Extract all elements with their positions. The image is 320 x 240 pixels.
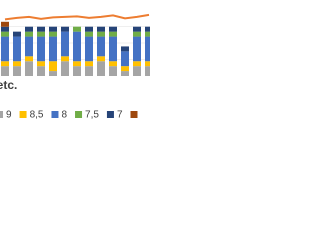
bar-segment [73,61,81,67]
bar-segment [133,36,141,62]
bar-segment [37,31,45,37]
bar-segment [1,61,9,67]
bar-segment [25,61,33,76]
legend-swatch [130,111,138,118]
bar-segment [121,46,129,52]
bar-segment [109,36,117,62]
bar-segment [49,26,57,32]
legend-swatch [19,111,27,118]
legend-label: 8,5 [30,110,44,121]
bar-segment [85,36,93,62]
bar-segment [25,31,33,37]
bar-segment [37,66,45,76]
bar-segment [109,31,117,37]
bar-segment [37,26,45,32]
bar-segment [121,51,129,67]
chart: F etc. 9 8,5 8 7,5 7 [0,13,150,121]
bar-segment [25,56,33,62]
bar-segment [85,61,93,67]
bar-segment [133,26,141,32]
bar-segment [1,31,9,37]
chart-title: F etc. [0,78,17,92]
bar-segment [73,66,81,76]
bar-segment [25,26,33,32]
legend-swatch [0,111,3,118]
legend-swatch [75,111,83,118]
bar-segment [133,31,141,37]
bar-segment [37,61,45,67]
bar-segment [13,66,21,76]
bar-segment [97,56,105,62]
bar-segment [61,61,69,76]
legend-swatch [51,111,59,118]
bar-segment [37,36,45,62]
legend-swatch [106,111,114,118]
bar-segment [97,31,105,37]
bar-segment [145,36,150,62]
bar-segment [1,26,9,32]
bar-segment [145,61,150,67]
bar-segment [73,26,81,32]
bar-segment [133,61,141,67]
bar-segment [97,61,105,76]
bar-segment [1,36,9,62]
bar-segment [13,61,21,67]
bar-segment [85,26,93,32]
line-series [4,13,150,21]
bar-segment [85,66,93,76]
bar-segment [1,21,9,27]
bar-segment [109,26,117,32]
bar-segment [145,26,150,32]
bar-segment [13,31,21,37]
bar-segment [61,26,69,32]
bar-segment [121,66,129,72]
legend-label: 9 [6,110,12,121]
bar-segment [109,66,117,76]
bar-segment [25,36,33,57]
bar-segment [97,26,105,32]
legend-label: 7 [117,110,123,121]
bar-segment [61,31,69,57]
bar-segment [97,36,105,57]
bar-segment [61,56,69,62]
bar-segment [133,66,141,76]
bar-segment [49,71,57,76]
bar-segment [109,61,117,67]
bar-segment [145,66,150,76]
page: {"chart_data":{"type":"bar","stacked":tr… [0,0,150,150]
bar-segment [121,71,129,76]
bar-segment [49,31,57,37]
bar-segment [73,31,81,62]
bar-segment [49,36,57,62]
legend-label: 7,5 [85,110,99,121]
legend-label: 8 [61,110,67,121]
bar-segment [85,31,93,37]
bar-segment [145,31,150,37]
bar-segment [1,66,9,76]
bar-segment [49,61,57,72]
bar-segment [13,36,21,62]
